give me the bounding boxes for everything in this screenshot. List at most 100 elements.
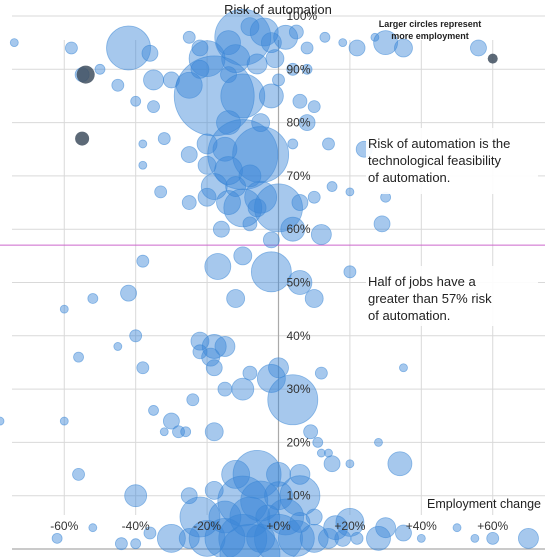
size-legend-line-2: more employment [391,31,469,41]
bubble [141,44,159,62]
bubble [324,448,333,458]
bubble [286,62,300,76]
bubble [246,53,268,75]
bubble [192,344,208,360]
bubble [181,195,197,210]
bubble [326,181,338,192]
bubble [191,39,209,57]
y-tick-label: 90% [287,62,311,76]
bubble [72,467,85,481]
x-axis-label: Employment change [427,497,541,511]
bubble [298,114,316,131]
bubble [94,63,106,75]
bubble [312,437,324,448]
bubble [214,156,243,185]
y-tick-label: 40% [287,329,311,343]
bubble [204,422,224,442]
bubble [197,187,217,207]
bubble [373,30,399,56]
bubble [310,224,332,245]
highlighted-bubble [76,65,95,84]
size-legend-line-1: Larger circles represent [379,19,482,29]
chart-title: Risk of automation [224,2,332,17]
bubble-layer [0,8,539,557]
bubble [366,525,391,551]
bubble [204,253,232,280]
bubble [188,519,226,557]
y-tick-label: 80% [287,116,311,130]
bubble [305,508,323,526]
bubble [265,49,285,69]
annotation-text: of automation. [368,308,450,323]
bubble [262,231,280,249]
bubble [59,304,69,314]
bubble [280,216,306,242]
bubble [180,146,198,163]
bubble [88,523,98,533]
bubble [229,496,271,538]
annotation-text: Half of jobs have a [368,274,476,289]
bubble [212,220,230,238]
bubble [190,331,210,351]
x-tick-label: +60% [477,519,508,533]
bubble [316,448,326,458]
bubble [300,41,314,55]
bubble [338,38,348,48]
bubble [0,416,5,426]
bubble [201,334,227,359]
bubble [51,532,63,544]
bubble [59,416,69,426]
bubble [470,39,487,57]
bubble [301,63,313,75]
bubble [518,527,539,549]
axes [12,40,545,550]
bubble [175,71,203,99]
bubble [279,475,321,517]
bubble [130,95,142,107]
bubble [65,41,78,55]
bubble [205,359,223,377]
y-tick-label: 60% [287,222,311,236]
x-tick-label: +0% [266,519,291,533]
annotation-text: of automation. [368,170,450,185]
bubble [214,8,272,66]
bubble [159,427,169,437]
bubble [162,412,180,430]
bubble [9,38,19,48]
x-tick-label: +40% [406,519,437,533]
bubble [452,523,462,533]
bubble [113,342,123,351]
highlighted-bubble [75,131,90,146]
bubble [221,44,251,74]
bubble [314,366,328,380]
bubble [242,216,258,232]
bubble [246,523,276,553]
bubble [394,38,413,58]
bubble [345,187,355,197]
bubble [399,363,408,373]
bubble [267,374,319,426]
bubble [232,126,290,183]
bubble [387,451,413,477]
y-tick-label: 100% [287,9,318,23]
bubble [323,455,341,473]
bubble [258,83,284,109]
bubble [106,25,151,71]
bubble [217,381,233,397]
bubble [130,538,142,550]
bubble [114,537,128,551]
bubble [120,284,137,302]
highlighted-bubble [487,53,498,64]
annotation-backdrop [366,128,538,194]
bubble [143,526,157,540]
annotation-text: Risk of automation is the [368,136,510,151]
bubble [220,73,266,119]
bubble [216,190,241,215]
x-tick-label: +20% [334,519,365,533]
bubble [273,24,299,50]
bubble [156,523,186,553]
bubble [136,361,150,375]
y-tick-label: 20% [287,435,311,449]
